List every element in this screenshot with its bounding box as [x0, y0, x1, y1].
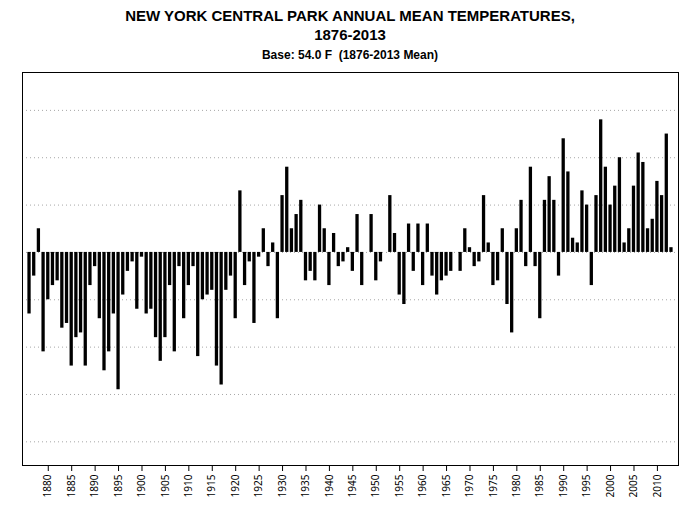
- svg-text:1915: 1915: [204, 474, 218, 497]
- svg-text:1920: 1920: [228, 474, 242, 497]
- svg-text:1905: 1905: [158, 474, 172, 497]
- svg-text:1980: 1980: [509, 474, 523, 497]
- svg-text:1990: 1990: [556, 474, 570, 497]
- svg-text:2000: 2000: [603, 474, 617, 497]
- svg-text:1960: 1960: [415, 474, 429, 497]
- svg-text:1965: 1965: [439, 474, 453, 497]
- svg-text:2005: 2005: [626, 474, 640, 497]
- svg-text:1950: 1950: [368, 474, 382, 497]
- svg-text:1935: 1935: [298, 474, 312, 497]
- svg-text:2010: 2010: [650, 474, 664, 497]
- svg-text:1945: 1945: [345, 474, 359, 497]
- svg-text:1975: 1975: [486, 474, 500, 497]
- svg-text:1985: 1985: [532, 474, 546, 497]
- svg-text:1930: 1930: [275, 474, 289, 497]
- svg-text:1900: 1900: [134, 474, 148, 497]
- svg-text:1995: 1995: [579, 474, 593, 497]
- svg-text:1890: 1890: [87, 474, 101, 497]
- svg-text:1885: 1885: [64, 474, 78, 497]
- html-text:NEW YORK CENTRAL PARK ANNUAL M: NEW YORK CENTRAL PARK ANNUAL MEAN TEMPER…: [125, 7, 575, 43]
- svg-text:1955: 1955: [392, 474, 406, 497]
- svg-text:1925: 1925: [251, 474, 265, 497]
- svg-text:1895: 1895: [111, 474, 125, 497]
- svg-text:1910: 1910: [181, 474, 195, 497]
- html-text:Base: 54.0 F (1876-2013 Mean): Base: 54.0 F (1876-2013 Mean): [262, 48, 438, 62]
- svg-text:1970: 1970: [462, 474, 476, 497]
- svg-text:1880: 1880: [40, 474, 54, 497]
- svg-text:1940: 1940: [322, 474, 336, 497]
